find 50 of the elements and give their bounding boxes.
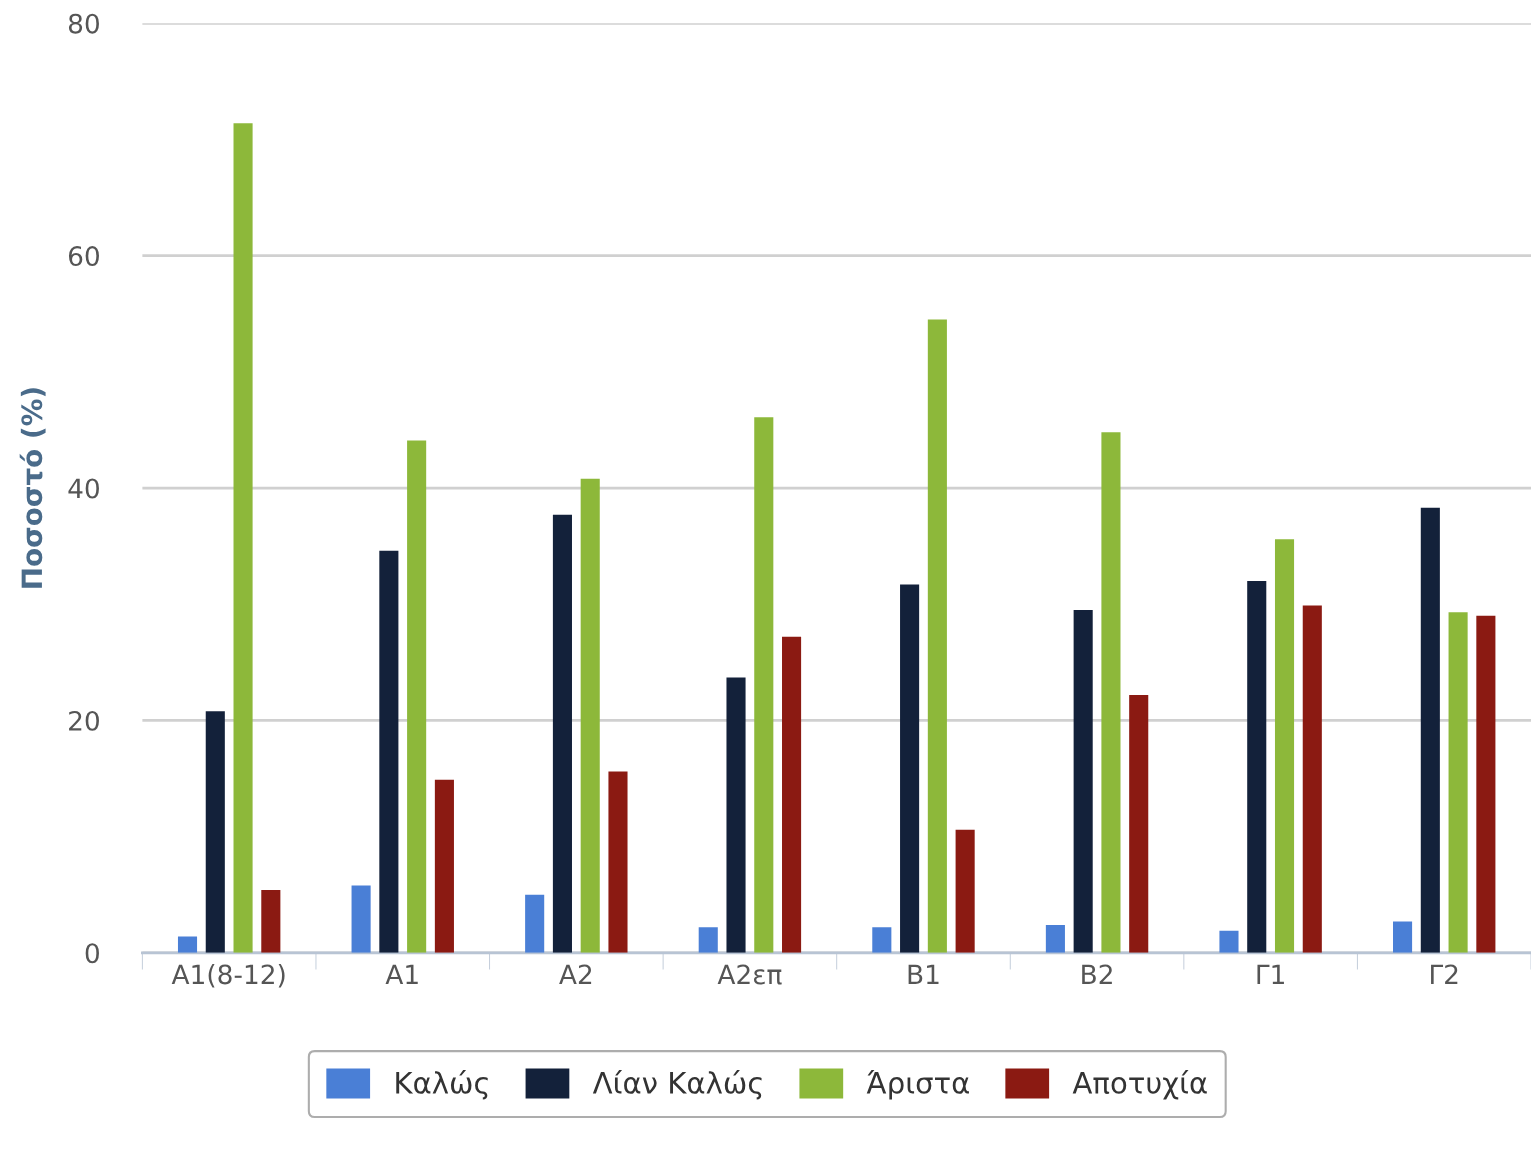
bar [1073, 610, 1093, 953]
bar [754, 417, 774, 953]
bar [1219, 930, 1239, 953]
bar [1302, 605, 1322, 953]
x-tick-label: Α2 [559, 964, 592, 984]
bar [608, 771, 628, 953]
x-tick-label: Β2 [1082, 964, 1112, 984]
bar [1274, 539, 1295, 953]
bar [955, 829, 975, 953]
bar [1247, 581, 1267, 953]
legend-label: Καλώς [396, 1070, 488, 1100]
y-tick-label: 0 [85, 943, 99, 964]
bar [1129, 694, 1149, 953]
bar [872, 927, 892, 953]
bar [900, 584, 920, 953]
bar [261, 890, 281, 953]
x-tick-label: Γ2 [1431, 964, 1458, 984]
bar [1476, 615, 1496, 953]
x-tick-label: Γ1 [1257, 964, 1284, 984]
y-tick-label: 60 [68, 246, 99, 267]
bar [698, 927, 718, 953]
bar [379, 550, 399, 953]
x-tick-label: Β1 [908, 964, 939, 984]
bar [177, 936, 198, 953]
bar [580, 478, 600, 953]
bar [1045, 924, 1065, 953]
legend-label: Λίαν Καλώς [592, 1070, 762, 1100]
bar [434, 779, 454, 953]
y-tick-label: 20 [69, 710, 99, 731]
x-tick-label: Α1 [385, 964, 418, 984]
bar [525, 894, 545, 953]
bar [205, 711, 225, 953]
bar [407, 440, 427, 953]
bar [552, 514, 572, 953]
bar [351, 885, 371, 953]
bar [1420, 507, 1440, 953]
y-tick-label: 40 [68, 478, 99, 499]
bar [927, 319, 947, 953]
bar [1448, 612, 1468, 953]
bar [233, 123, 253, 953]
bar [1393, 921, 1413, 953]
legend-label: Αποτυχία [1072, 1070, 1207, 1100]
y-axis-title: Ποσοστό (%) [19, 388, 46, 588]
y-tick-label: 80 [68, 13, 99, 34]
bar [782, 636, 802, 953]
legend-label: Άριστα [866, 1070, 969, 1100]
x-tick-label: Α2επ [717, 964, 782, 985]
bar [1101, 432, 1121, 953]
bar [726, 677, 746, 953]
x-tick-label: Α1(8-12) [171, 963, 285, 988]
